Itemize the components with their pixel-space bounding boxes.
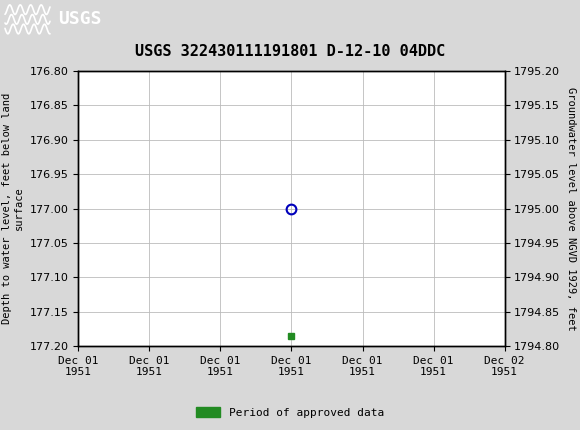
Y-axis label: Depth to water level, feet below land
surface: Depth to water level, feet below land su… — [2, 93, 24, 324]
Text: USGS: USGS — [58, 10, 102, 28]
Y-axis label: Groundwater level above NGVD 1929, feet: Groundwater level above NGVD 1929, feet — [566, 87, 576, 330]
Legend: Period of approved data: Period of approved data — [191, 403, 389, 422]
Text: USGS 322430111191801 D-12-10 04DDC: USGS 322430111191801 D-12-10 04DDC — [135, 44, 445, 59]
